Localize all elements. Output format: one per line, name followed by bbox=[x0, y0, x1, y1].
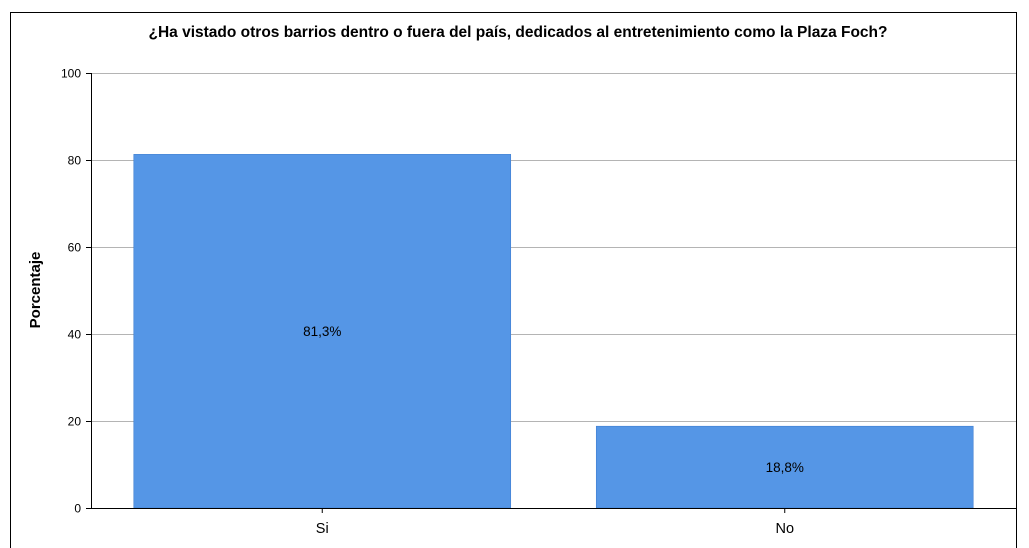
data-labels: 81,3% 18,8% bbox=[303, 324, 804, 475]
data-label: 18,8% bbox=[766, 460, 804, 475]
x-ticks: Si No bbox=[316, 508, 794, 537]
x-tick-label: Si bbox=[316, 521, 329, 537]
bar-si bbox=[133, 154, 512, 509]
y-ticks: 0 20 40 60 80 100 bbox=[61, 67, 91, 516]
y-tick-label: 100 bbox=[61, 67, 81, 81]
y-tick-label: 0 bbox=[74, 502, 81, 516]
y-tick-label: 20 bbox=[68, 415, 82, 429]
axes bbox=[91, 73, 1016, 509]
bar-no bbox=[595, 425, 974, 509]
y-axis-label: Porcentaje bbox=[27, 252, 44, 329]
data-label: 81,3% bbox=[303, 324, 341, 339]
bars bbox=[133, 154, 974, 509]
y-tick-label: 40 bbox=[68, 328, 82, 342]
x-tick-label: No bbox=[775, 521, 794, 537]
y-tick-label: 60 bbox=[68, 241, 82, 255]
y-tick-label: 80 bbox=[68, 154, 82, 168]
chart-title: ¿Ha vistado otros barrios dentro o fuera… bbox=[149, 24, 888, 41]
